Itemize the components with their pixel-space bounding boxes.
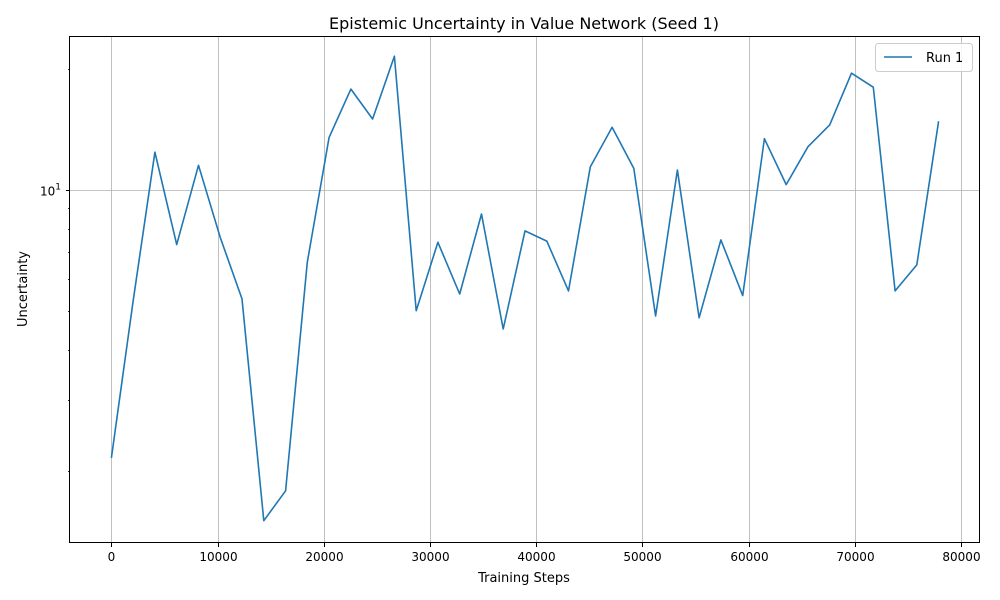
x-tick-label: 40000 bbox=[517, 550, 555, 564]
x-tick-label: 30000 bbox=[411, 550, 449, 564]
legend-label-run-1: Run 1 bbox=[926, 51, 963, 66]
x-ticks: 0 10000 20000 30000 40000 50000 60000 70000 8000… bbox=[108, 543, 981, 564]
x-tick-label: 60000 bbox=[730, 550, 768, 564]
y-tick-label: 101 bbox=[40, 183, 61, 199]
x-tick-label: 80000 bbox=[942, 550, 980, 564]
plot-frame bbox=[69, 36, 980, 543]
y-axis-label: Uncertainty bbox=[16, 251, 31, 327]
x-tick-label: 10000 bbox=[199, 550, 237, 564]
series-line-run-1 bbox=[110, 55, 940, 522]
x-axis-label: Training Steps bbox=[477, 571, 570, 586]
legend: Run 1 bbox=[875, 43, 973, 72]
x-tick-label: 0 bbox=[108, 550, 116, 564]
x-tick-label: 50000 bbox=[623, 550, 661, 564]
chart-title: Epistemic Uncertainty in Value Network (… bbox=[329, 14, 719, 33]
x-gridlines bbox=[111, 37, 962, 543]
series-layer bbox=[110, 55, 940, 522]
legend-box bbox=[875, 43, 973, 72]
y-ticks: 101 bbox=[40, 69, 70, 472]
x-tick-label: 70000 bbox=[836, 550, 874, 564]
x-tick-label: 20000 bbox=[305, 550, 343, 564]
